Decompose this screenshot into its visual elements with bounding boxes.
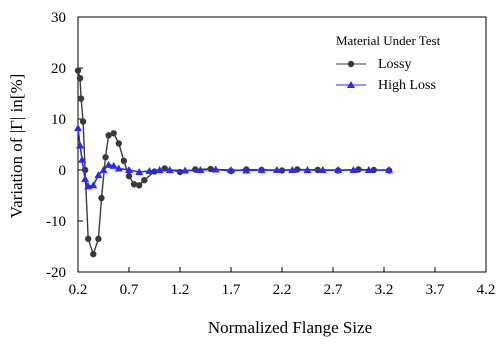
data-point-high-loss [109, 161, 118, 169]
legend-label-lossy: Lossy [378, 57, 411, 72]
data-point-lossy [90, 250, 97, 258]
data-point-high-loss [78, 155, 87, 163]
data-point-lossy [110, 130, 117, 137]
y-axis-label: Variation of |Γ| in[%] [7, 74, 26, 219]
data-point-lossy [141, 177, 148, 184]
y-tick-label: -20 [46, 265, 66, 281]
data-point-high-loss [272, 166, 281, 173]
data-point-high-loss [349, 166, 358, 173]
data-point-high-loss [288, 166, 297, 173]
x-axis-label: Normalized Flange Size [208, 318, 372, 337]
data-point-lossy [76, 75, 84, 82]
data-point-high-loss [89, 181, 98, 189]
data-point-lossy [136, 182, 143, 189]
data-point-lossy [125, 172, 133, 180]
data-point-high-loss [318, 166, 327, 173]
data-point-high-loss [303, 166, 312, 173]
data-point-high-loss [145, 167, 154, 175]
legend-title: Material Under Test [336, 33, 441, 48]
y-tick-label: -10 [46, 214, 66, 230]
data-point-lossy [77, 95, 85, 102]
data-point-high-loss [227, 166, 235, 173]
x-tick-label: 2.2 [273, 282, 292, 298]
data-point-high-loss [114, 164, 123, 172]
data-point-high-loss [76, 141, 85, 149]
x-tick-label: 2.7 [324, 282, 343, 298]
y-tick-label: 30 [51, 10, 66, 26]
data-point-lossy [120, 157, 128, 165]
data-point-high-loss [94, 171, 103, 179]
data-point-high-loss [242, 166, 251, 174]
x-tick-label: 0.2 [69, 282, 88, 298]
data-point-lossy [130, 181, 138, 188]
data-point-high-loss [257, 166, 266, 173]
data-point-high-loss [385, 166, 394, 173]
data-point-lossy [74, 67, 82, 74]
data-point-high-loss [211, 165, 220, 173]
legend-label-high-loss: High Loss [378, 78, 436, 93]
y-tick-label: 0 [59, 163, 67, 179]
legend-marker-high-loss [347, 81, 355, 88]
data-point-high-loss [125, 166, 133, 173]
data-point-high-loss [155, 166, 164, 173]
data-point-lossy [98, 194, 105, 202]
data-point-lossy [115, 140, 123, 147]
data-point-high-loss [181, 166, 190, 174]
x-tick-label: 3.2 [375, 282, 394, 298]
legend: Material Under Test Lossy High Loss [336, 33, 441, 93]
data-point-high-loss [81, 175, 90, 183]
plot-frame [77, 16, 487, 273]
data-point-lossy [79, 118, 87, 125]
x-tick-label: 0.7 [120, 282, 139, 298]
legend-marker-lossy [347, 60, 355, 68]
data-point-high-loss [74, 124, 82, 132]
data-point-high-loss [135, 168, 144, 176]
x-tick-label: 3.7 [426, 282, 445, 298]
y-tick-label: 10 [51, 112, 66, 128]
data-point-lossy [85, 235, 92, 243]
data-point-high-loss [104, 160, 113, 168]
x-tick-label: 1.2 [171, 282, 190, 298]
x-tick-label: 4.2 [477, 282, 496, 298]
data-point-high-loss [334, 166, 343, 173]
x-tick-label: 1.7 [222, 282, 241, 298]
data-point-high-loss [165, 166, 174, 173]
data-point-high-loss [364, 166, 373, 173]
data-point-high-loss [196, 166, 205, 173]
data-point-lossy [95, 235, 102, 243]
data-point-lossy [105, 132, 112, 139]
y-tick-label: 20 [51, 61, 66, 77]
data-point-high-loss [99, 166, 108, 173]
data-point-lossy [102, 154, 109, 161]
series-line-high-loss [77, 128, 390, 188]
